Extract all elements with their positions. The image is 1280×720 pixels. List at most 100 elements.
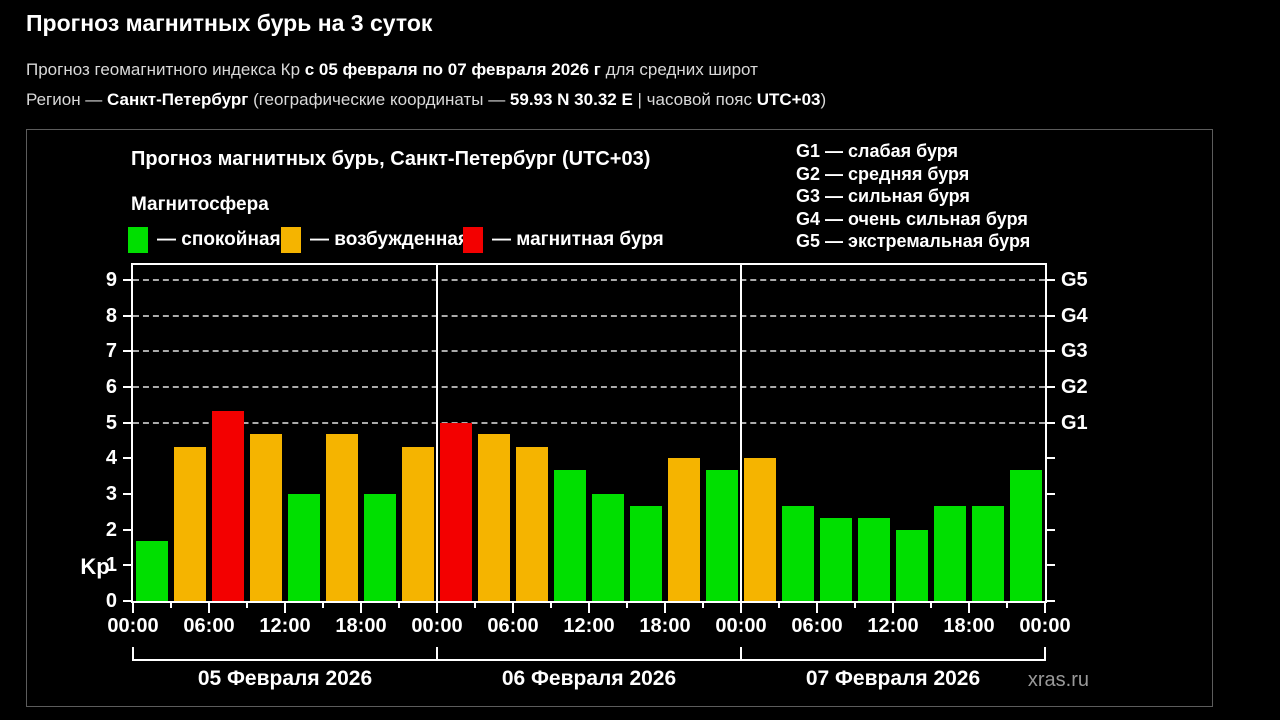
x-axis-major-tick bbox=[1044, 601, 1046, 613]
date-bracket-tick bbox=[132, 647, 134, 661]
x-axis-major-tick bbox=[208, 601, 210, 613]
kp-bar bbox=[782, 505, 814, 601]
x-axis-minor-tick bbox=[246, 601, 248, 608]
legend-label: — магнитная буря bbox=[492, 228, 664, 250]
plot-area bbox=[133, 265, 1045, 601]
kp-bar bbox=[630, 505, 662, 601]
date-bracket-tick bbox=[740, 647, 742, 661]
time-tick-label: 12:00 bbox=[867, 615, 919, 637]
y-axis-tick-label: 1 bbox=[105, 554, 117, 577]
kp-bar bbox=[212, 410, 244, 601]
forecast-date-range: с 05 февраля по 07 февраля 2026 г bbox=[304, 60, 601, 79]
kp-bar bbox=[478, 434, 510, 601]
x-axis-minor-tick bbox=[626, 601, 628, 608]
kp-gridline bbox=[133, 278, 1045, 281]
quiet-swatch-icon bbox=[128, 226, 148, 253]
g-scale-tick-label: G4 bbox=[1061, 304, 1088, 327]
forecast-subtitle: Прогноз геомагнитного индекса Кр с 05 фе… bbox=[26, 60, 758, 80]
kp-bar bbox=[972, 505, 1004, 601]
y-axis-tick-label: 8 bbox=[105, 304, 117, 327]
subtitle-text: | часовой пояс bbox=[632, 90, 757, 109]
x-axis-minor-tick bbox=[398, 601, 400, 608]
y-axis-tick-label: 4 bbox=[105, 447, 117, 470]
x-axis-major-tick bbox=[436, 601, 438, 613]
timezone: UTC+03 bbox=[756, 90, 821, 109]
legend-label: — спокойная bbox=[157, 228, 281, 250]
kp-bar bbox=[858, 517, 890, 601]
subtitle-text: Прогноз геомагнитного индекса Кр bbox=[26, 60, 305, 79]
x-axis-minor-tick bbox=[854, 601, 856, 608]
g-legend-line: G2 — средняя буря bbox=[796, 163, 970, 184]
page-title: Прогноз магнитных бурь на 3 суток bbox=[26, 10, 433, 36]
kp-bar bbox=[592, 494, 624, 601]
y-axis-tick bbox=[123, 421, 133, 424]
kp-bar bbox=[288, 494, 320, 601]
right-axis-tick bbox=[1045, 278, 1055, 281]
g-scale-tick-label: G2 bbox=[1061, 375, 1088, 398]
kp-bar bbox=[934, 505, 966, 601]
y-axis-tick bbox=[123, 564, 133, 567]
legend-item-quiet: — спокойная bbox=[128, 226, 281, 253]
x-axis-minor-tick bbox=[702, 601, 704, 608]
g-scale-tick-label: G5 bbox=[1061, 268, 1088, 291]
date-bracket-tick bbox=[436, 647, 438, 661]
kp-bar bbox=[440, 422, 472, 601]
watermark: xras.ru bbox=[1027, 669, 1089, 691]
kp-bar bbox=[1010, 470, 1042, 601]
x-axis-minor-tick bbox=[322, 601, 324, 608]
kp-bar bbox=[326, 434, 358, 601]
time-tick-label: 18:00 bbox=[943, 615, 995, 637]
y-axis-tick bbox=[123, 385, 133, 388]
legend-item-storm: — магнитная буря bbox=[463, 226, 664, 253]
kp-bar bbox=[516, 446, 548, 601]
kp-bar bbox=[706, 470, 738, 601]
x-axis-minor-tick bbox=[1006, 601, 1008, 608]
y-axis-tick-label: 7 bbox=[105, 340, 117, 363]
chart-panel: Прогноз магнитных бурь, Санкт-Петербург … bbox=[26, 129, 1213, 707]
x-axis-major-tick bbox=[740, 601, 742, 613]
g-legend-line: G5 — экстремальная буря bbox=[796, 231, 1031, 251]
y-axis-tick-label: 2 bbox=[105, 518, 117, 541]
date-label: 07 Февраля 2026 bbox=[805, 667, 981, 690]
right-axis-tick bbox=[1045, 350, 1055, 353]
x-axis-major-tick bbox=[512, 601, 514, 613]
y-axis-tick bbox=[123, 600, 133, 602]
excited-swatch-icon bbox=[281, 226, 301, 253]
time-tick-label: 18:00 bbox=[639, 615, 691, 637]
x-axis-major-tick bbox=[892, 601, 894, 613]
x-axis-major-tick bbox=[816, 601, 818, 613]
time-tick-label: 00:00 bbox=[1019, 615, 1071, 637]
y-axis-tick-label: 0 bbox=[105, 590, 117, 612]
kp-gridline bbox=[133, 314, 1045, 317]
time-tick-label: 06:00 bbox=[487, 615, 539, 637]
y-axis-tick-label: 5 bbox=[105, 411, 117, 434]
time-tick-label: 12:00 bbox=[259, 615, 311, 637]
time-tick-label: 12:00 bbox=[563, 615, 615, 637]
g-scale-tick-label: G3 bbox=[1061, 340, 1088, 363]
region-subtitle: Регион — Санкт-Петербург (географические… bbox=[26, 90, 826, 110]
time-tick-label: 00:00 bbox=[411, 615, 463, 637]
day-separator-line bbox=[740, 265, 742, 601]
legend-label: — возбужденная bbox=[310, 228, 470, 250]
region-name: Санкт-Петербург bbox=[107, 90, 249, 109]
kp-bar bbox=[896, 529, 928, 601]
g-legend-line: G1 — слабая буря bbox=[796, 141, 959, 161]
x-axis-minor-tick bbox=[474, 601, 476, 608]
x-axis-major-tick bbox=[968, 601, 970, 613]
time-tick-label: 06:00 bbox=[183, 615, 235, 637]
kp-bar bbox=[554, 470, 586, 601]
g-scale-legend: G1 — слабая буря G2 — средняя буря G3 — си… bbox=[796, 140, 1030, 253]
kp-bar bbox=[136, 541, 168, 601]
y-axis-tick bbox=[123, 492, 133, 495]
time-tick-label: 06:00 bbox=[791, 615, 843, 637]
x-axis-major-tick bbox=[132, 601, 134, 613]
right-axis-tick bbox=[1045, 564, 1055, 567]
date-bracket-line bbox=[133, 659, 1045, 661]
kp-bar bbox=[744, 458, 776, 601]
kp-bar bbox=[668, 458, 700, 601]
time-tick-label: 00:00 bbox=[107, 615, 159, 637]
kp-gridline bbox=[133, 385, 1045, 388]
x-axis-minor-tick bbox=[930, 601, 932, 608]
y-axis-tick bbox=[123, 314, 133, 317]
legend-title: Магнитосфера bbox=[131, 194, 269, 215]
